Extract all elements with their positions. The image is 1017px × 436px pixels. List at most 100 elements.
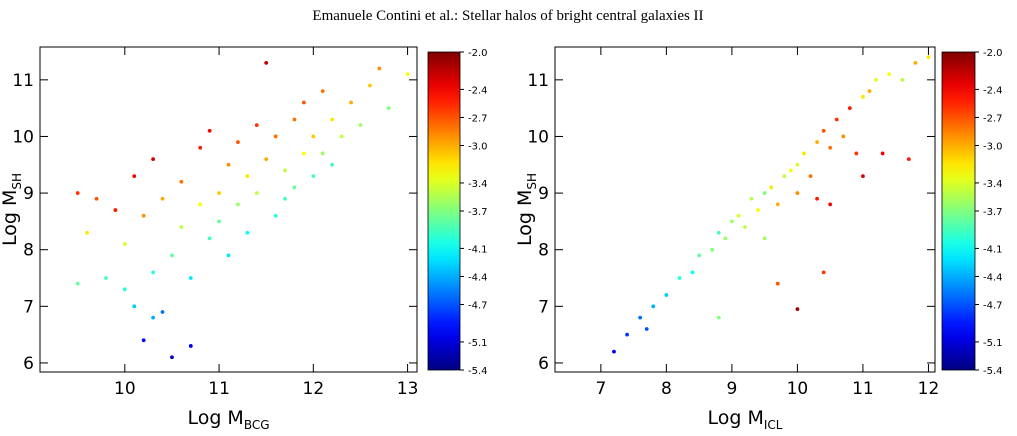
x-axis-label-main: Log M — [187, 407, 243, 429]
data-point — [179, 179, 184, 184]
data-point — [749, 196, 754, 201]
data-point — [828, 202, 833, 207]
colorbar-tick-label: -4.4 — [983, 272, 1003, 283]
data-point — [788, 168, 793, 173]
data-point — [815, 140, 819, 145]
y-tick-label: 9 — [23, 184, 34, 204]
x-tick-label: 13 — [397, 379, 419, 399]
colorbar-tick-label: -3.0 — [468, 142, 488, 153]
y-axis-label-sub: SH — [525, 173, 539, 190]
y-tick-label: 11 — [12, 71, 34, 91]
data-point — [151, 315, 156, 320]
x-tick-label: 12 — [918, 379, 940, 399]
y-axis-label: Log MSH — [0, 173, 24, 246]
data-point — [867, 89, 872, 94]
data-point — [677, 276, 682, 280]
y-tick-label: 6 — [538, 354, 549, 374]
data-point — [170, 253, 174, 258]
data-point — [292, 185, 297, 190]
x-tick-label: 12 — [303, 379, 325, 399]
data-point — [188, 276, 193, 280]
data-point — [861, 174, 865, 178]
data-point — [122, 287, 127, 292]
colorbar-tick-label: -3.0 — [983, 142, 1003, 153]
data-point — [874, 77, 878, 82]
data-point — [775, 281, 780, 286]
data-point — [716, 230, 721, 235]
data-point — [795, 307, 800, 312]
y-tick-label: 6 — [23, 354, 34, 374]
colorbar-tick-label: -3.4 — [468, 179, 488, 190]
data-point — [821, 270, 826, 275]
data-point — [612, 349, 616, 354]
data-point — [283, 196, 287, 201]
data-point — [254, 191, 259, 195]
colorbar — [941, 51, 976, 371]
colorbar-tick-label: -2.4 — [468, 85, 488, 96]
data-point — [236, 202, 240, 207]
y-axis-label-main: Log M — [0, 190, 21, 246]
data-point — [283, 168, 287, 173]
data-point — [226, 162, 231, 167]
data-point — [292, 117, 297, 122]
colorbar-tick-label: -5.4 — [468, 366, 488, 377]
x-axis-label: Log MBCG — [187, 407, 269, 432]
data-point — [85, 230, 90, 235]
data-point — [273, 134, 278, 139]
data-point — [358, 123, 363, 128]
data-point — [743, 225, 747, 229]
data-point — [75, 191, 80, 195]
data-point — [762, 191, 767, 195]
data-point — [906, 157, 911, 162]
data-point — [198, 202, 203, 207]
x-tick-label: 11 — [852, 379, 874, 399]
plot-frame — [39, 46, 418, 373]
colorbar-tick-label: -5.1 — [983, 338, 1003, 349]
data-point — [808, 174, 813, 178]
data-point — [638, 315, 643, 320]
colorbar-tick-label: -4.1 — [983, 244, 1003, 255]
colorbar-tick-label: -2.0 — [983, 48, 1003, 59]
data-point — [349, 100, 353, 105]
colorbar-tick-label: -3.4 — [983, 179, 1003, 190]
colorbar-tick-label: -4.4 — [468, 272, 488, 283]
data-point — [716, 315, 721, 320]
x-axis-label-sub: ICL — [764, 418, 783, 432]
data-point — [132, 304, 137, 309]
data-point — [217, 219, 221, 224]
data-point — [236, 140, 240, 145]
data-point — [802, 151, 806, 156]
data-point — [900, 77, 905, 82]
colorbar-tick-label: -3.7 — [468, 207, 488, 218]
data-point — [141, 213, 146, 218]
data-point — [690, 270, 695, 275]
data-point — [160, 310, 165, 314]
data-point — [625, 332, 629, 337]
data-point — [207, 128, 212, 133]
x-tick-label: 10 — [114, 379, 136, 399]
data-point — [795, 191, 800, 195]
y-tick-label: 11 — [527, 71, 549, 91]
colorbar-tick-label: -5.1 — [468, 338, 488, 349]
data-point — [254, 123, 259, 128]
data-point — [775, 202, 780, 207]
data-point — [377, 66, 382, 71]
data-point — [320, 89, 325, 94]
data-point — [122, 242, 127, 246]
data-point — [75, 281, 80, 286]
data-point — [756, 208, 761, 212]
data-point — [913, 60, 918, 65]
data-point — [179, 225, 184, 229]
plot-frame — [554, 46, 936, 373]
colorbar-tick-label: -4.1 — [468, 244, 488, 255]
colorbar-tick-label: -2.7 — [983, 113, 1003, 124]
y-tick-label: 7 — [538, 297, 549, 317]
data-point — [113, 208, 118, 212]
data-point — [198, 145, 203, 150]
data-point — [151, 270, 156, 275]
data-point — [664, 293, 669, 297]
x-tick-label: 11 — [208, 379, 230, 399]
data-point — [386, 106, 391, 111]
data-point — [769, 185, 774, 190]
y-axis-label-sub: SH — [10, 173, 24, 190]
